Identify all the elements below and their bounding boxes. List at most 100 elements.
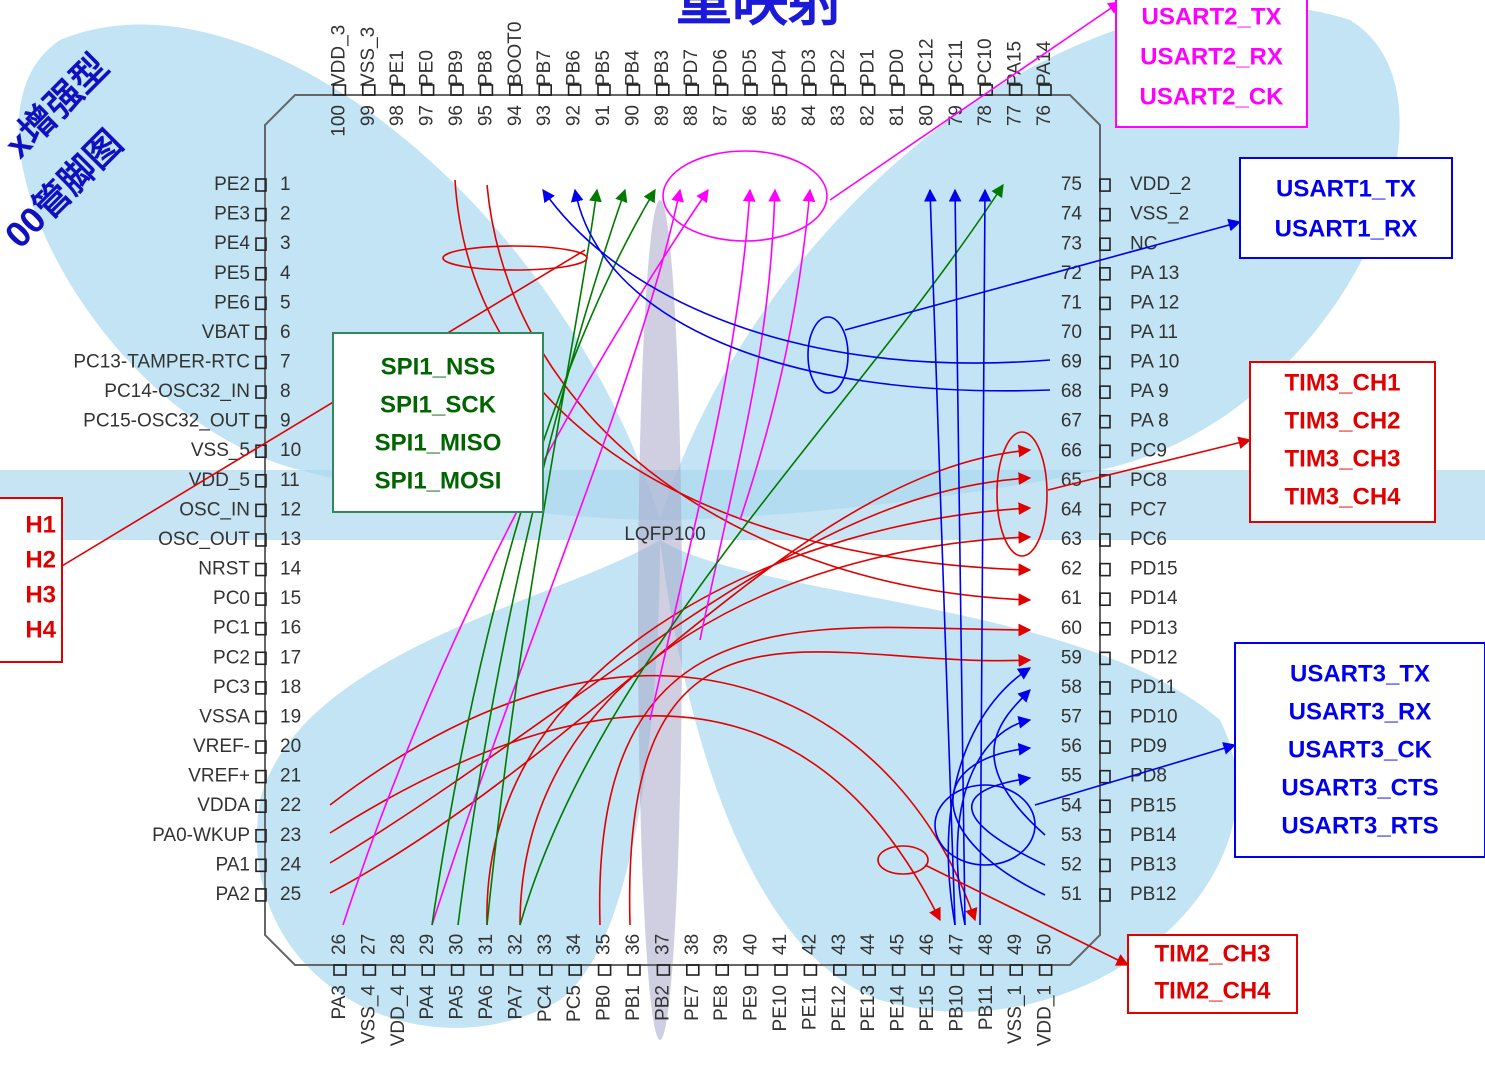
pin-name: PE6 (214, 292, 250, 313)
pin-name: PB15 (1130, 795, 1176, 816)
pin-number: 43 (829, 934, 850, 955)
pin-name: PD11 (1130, 677, 1176, 698)
pin-name: PE5 (214, 263, 250, 284)
pin-pad (891, 84, 905, 96)
pin-pad (744, 964, 759, 976)
remap-arrow (956, 715, 1032, 926)
pin-pad (685, 84, 700, 96)
pin-pad (255, 621, 267, 636)
title: 重映射 (676, 0, 844, 32)
pin-number: 38 (682, 934, 703, 955)
remap-arrow (1047, 436, 1252, 491)
pin-pad (1099, 326, 1111, 340)
wires (40, 1, 1252, 966)
pin-number: 64 (1061, 499, 1083, 520)
label-line: USART1_RX (1275, 215, 1418, 242)
pin-pad (1099, 888, 1111, 902)
remap-arrow (739, 188, 816, 521)
label-box (1115, 0, 1308, 128)
pin-name: PE10 (770, 985, 791, 1031)
pin-pad (979, 964, 994, 976)
pin-number: 96 (446, 105, 467, 126)
label-box (1127, 934, 1298, 1014)
pin-name: PD6 (711, 49, 732, 86)
pin-pad (255, 681, 267, 695)
pin-number: 60 (1061, 618, 1082, 639)
label-box (1234, 642, 1485, 858)
label-line: SPI1_SCK (380, 391, 497, 418)
pin-name: PA14 (1034, 40, 1055, 86)
pin-pad (1099, 829, 1111, 843)
label-line: H3 (25, 581, 56, 608)
pin-number: 46 (917, 934, 938, 955)
pin-number: 66 (1061, 440, 1082, 461)
pin-name: PB5 (593, 50, 614, 86)
pin-number: 89 (652, 105, 673, 126)
pin-name: PA4 (417, 985, 438, 1020)
pin-name: PA 10 (1130, 352, 1179, 373)
pin-pad (479, 84, 494, 96)
pin-number: 67 (1061, 411, 1082, 432)
pin-pad (773, 84, 788, 96)
pin-pad (920, 84, 935, 96)
pin-name: VDD_4 (388, 985, 409, 1047)
pin-name: BOOT0 (505, 22, 526, 86)
pin-number: 28 (388, 934, 409, 955)
pin-number: 59 (1061, 647, 1082, 668)
label-line: TIM2_CH4 (1154, 977, 1271, 1004)
pin-group (442, 245, 588, 271)
pin-name: PE12 (829, 985, 850, 1031)
pin-pad (1099, 651, 1111, 666)
pin-name: PC9 (1130, 440, 1167, 461)
pin-pad (1099, 207, 1111, 222)
pin-pad (421, 964, 436, 976)
pin-name: PE1 (387, 50, 408, 86)
pin-number: 10 (280, 440, 301, 461)
remap-arrow (1034, 742, 1237, 806)
pin-name: PC0 (213, 588, 250, 609)
pin-name: PD10 (1130, 707, 1178, 728)
pin-name: PB4 (622, 50, 643, 86)
remap-arrow (486, 502, 1032, 926)
remap-arrow (923, 188, 956, 926)
pin-number: 42 (799, 934, 820, 955)
pin-number: 52 (1061, 854, 1082, 875)
pin-name: PC7 (1130, 499, 1167, 520)
pin-name: PB6 (564, 50, 585, 86)
pin-name: VREF+ (188, 766, 250, 787)
remap-arrow (40, 249, 586, 579)
pin-number: 99 (358, 105, 379, 126)
pin-name: PE15 (917, 985, 938, 1031)
pin-pad (802, 84, 817, 96)
pin-name: PC10 (975, 38, 996, 86)
pin-number: 7 (280, 351, 291, 372)
pin-pad (361, 84, 376, 96)
pin-name: VSS_2 (1130, 204, 1189, 225)
pin-name: PD14 (1130, 588, 1178, 609)
pin-number: 3 (280, 233, 291, 254)
pin-number: 44 (858, 933, 879, 955)
pin-number: 92 (564, 105, 585, 126)
pin-name: PB3 (652, 50, 673, 86)
pin-pad (626, 84, 641, 96)
pin-name: PD4 (769, 49, 790, 86)
pin-name: PE8 (711, 985, 732, 1021)
pin-pad (1099, 710, 1111, 725)
pin-pad (803, 964, 818, 976)
pin-name: PC2 (213, 647, 250, 668)
pin-pad (362, 964, 377, 976)
pin-pad (255, 178, 267, 192)
pin-number: 70 (1061, 322, 1082, 343)
label-line: USART3_CTS (1281, 774, 1438, 801)
pin-number: 22 (280, 795, 301, 816)
pin-name: PA3 (329, 985, 350, 1020)
pin-number: 84 (799, 105, 820, 127)
pin-name: PA 13 (1130, 263, 1179, 284)
pin-name: PC8 (1130, 470, 1167, 491)
pin-name: PA0-WKUP (152, 825, 250, 846)
pin-name: PA6 (476, 985, 497, 1020)
pin-name: PC11 (946, 40, 967, 86)
pin-number: 23 (280, 825, 301, 846)
pin-pad (255, 562, 267, 577)
chip-outline (264, 94, 1101, 966)
